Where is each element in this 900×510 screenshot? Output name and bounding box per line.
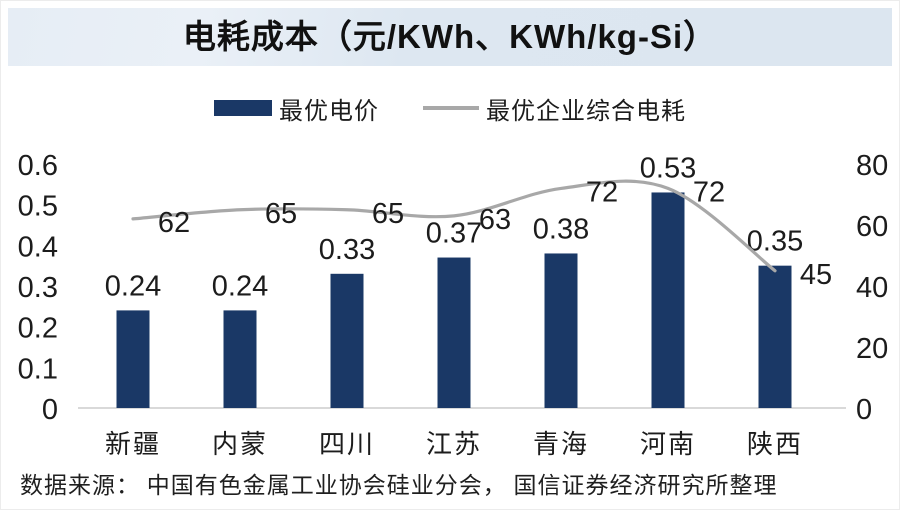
line-point-label: 62 xyxy=(158,207,190,239)
line-point-label: 65 xyxy=(372,198,404,230)
bar xyxy=(223,310,257,408)
legend: 最优电价 最优企业综合电耗 xyxy=(0,91,900,126)
legend-item-bar-series: 最优电价 xyxy=(214,91,379,126)
line-point-label: 45 xyxy=(800,259,832,291)
bar xyxy=(651,192,685,408)
x-axis-category-label: 内蒙 xyxy=(212,430,268,459)
line-point-label: 72 xyxy=(586,176,618,208)
bar-series-swatch xyxy=(214,100,272,116)
line-point-label: 65 xyxy=(265,198,297,230)
bar xyxy=(437,257,471,408)
bar xyxy=(758,265,792,408)
x-axis-category-label: 江苏 xyxy=(426,430,482,459)
line-point-label: 63 xyxy=(479,204,511,236)
right-axis-tick-label: 0 xyxy=(856,394,872,426)
bar-value-label: 0.37 xyxy=(426,218,482,250)
right-axis-tick-label: 60 xyxy=(856,211,888,243)
x-axis-category-label: 新疆 xyxy=(105,430,161,459)
bar-value-label: 0.38 xyxy=(533,213,589,245)
x-axis-category-label: 河南 xyxy=(640,430,696,459)
right-axis-tick-label: 40 xyxy=(856,272,888,304)
right-axis-tick-label: 20 xyxy=(856,333,888,365)
bar xyxy=(116,310,150,408)
bar xyxy=(544,253,578,408)
left-axis-tick-label: 0.1 xyxy=(18,353,58,385)
line-series-swatch xyxy=(423,106,479,110)
bar-value-label: 0.33 xyxy=(319,234,375,266)
line-point-label: 72 xyxy=(693,176,725,208)
legend-label-line-series: 最优企业综合电耗 xyxy=(486,98,686,125)
bar-value-label: 0.24 xyxy=(212,270,268,302)
data-source-note: 数据来源： 中国有色金属工业协会硅业分会， 国信证券经济研究所整理 xyxy=(20,473,778,498)
title-band: 电耗成本（元/KWh、KWh/kg-Si） xyxy=(8,8,892,66)
bar-value-label: 0.53 xyxy=(640,152,696,184)
chart-title: 电耗成本（元/KWh、KWh/kg-Si） xyxy=(182,18,718,55)
bar xyxy=(330,273,364,408)
left-axis-tick-label: 0.6 xyxy=(18,150,58,182)
legend-label-bar-series: 最优电价 xyxy=(279,98,379,125)
line-series-path xyxy=(131,179,777,273)
legend-item-line-series: 最优企业综合电耗 xyxy=(423,91,686,126)
left-axis-tick-label: 0.3 xyxy=(18,272,58,304)
bar-value-label: 0.24 xyxy=(105,270,161,302)
x-axis-category-label: 陕西 xyxy=(747,430,803,459)
left-axis-tick-label: 0.5 xyxy=(18,191,58,223)
x-axis-category-label: 青海 xyxy=(533,430,589,459)
left-axis-tick-label: 0.2 xyxy=(18,313,58,345)
left-axis-tick-label: 0 xyxy=(42,394,58,426)
x-axis-category-label: 四川 xyxy=(319,430,375,459)
right-axis-tick-label: 80 xyxy=(856,150,888,182)
left-axis-tick-label: 0.4 xyxy=(18,231,58,263)
